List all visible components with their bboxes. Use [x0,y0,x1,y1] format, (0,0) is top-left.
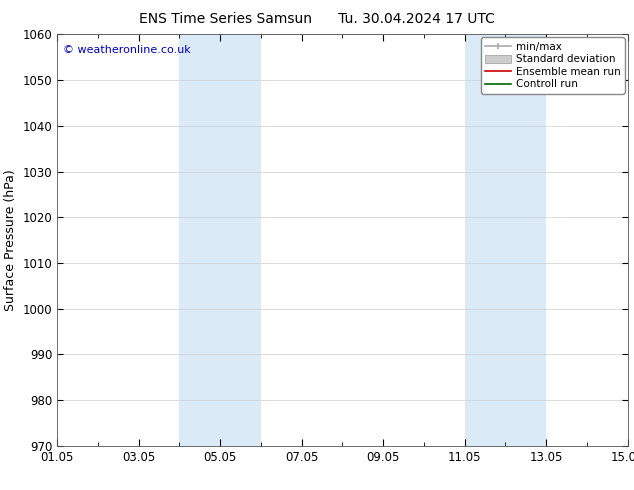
Legend: min/max, Standard deviation, Ensemble mean run, Controll run: min/max, Standard deviation, Ensemble me… [481,37,624,94]
Text: © weatheronline.co.uk: © weatheronline.co.uk [63,45,190,54]
Text: ENS Time Series Samsun      Tu. 30.04.2024 17 UTC: ENS Time Series Samsun Tu. 30.04.2024 17… [139,12,495,26]
Y-axis label: Surface Pressure (hPa): Surface Pressure (hPa) [4,169,17,311]
Bar [465,34,546,446]
Bar [179,34,261,446]
